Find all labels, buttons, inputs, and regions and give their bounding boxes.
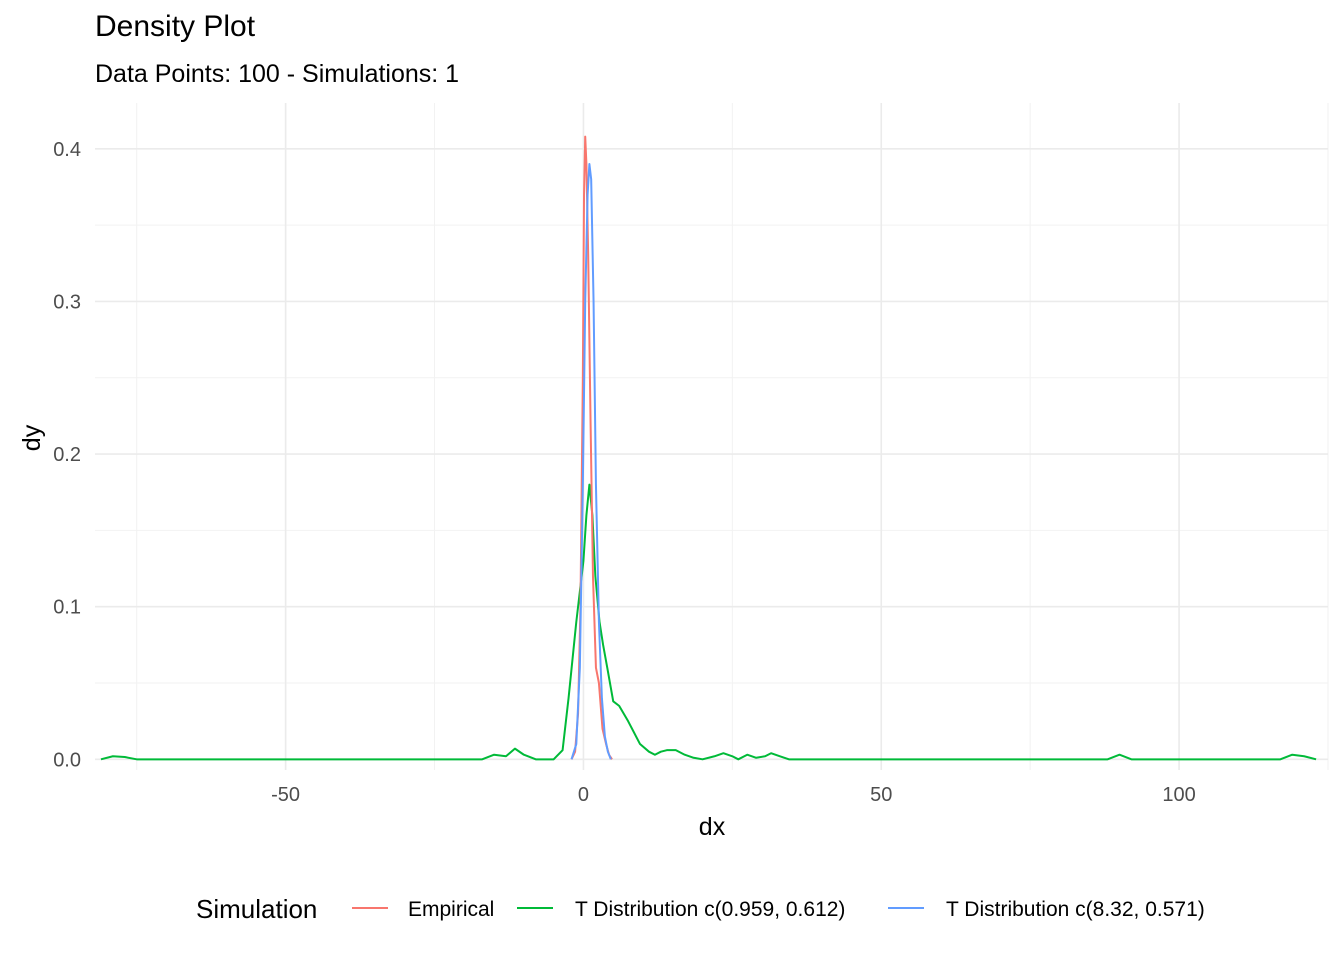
chart-subtitle: Data Points: 100 - Simulations: 1 [95,60,460,88]
legend-label: Empirical [408,898,494,921]
series-lines [100,135,1317,761]
y-tick-label: 0.3 [53,291,81,313]
legend: Simulation Empirical T Distribution c(0.9… [196,894,1205,924]
legend-label: T Distribution c(8.32, 0.571) [946,898,1205,921]
y-tick-label: 0.2 [53,444,81,466]
x-tick-label: 0 [578,784,589,806]
y-tick-label: 0.4 [53,139,81,161]
y-axis-ticks: 0.0 0.1 0.2 0.3 0.4 [53,139,81,772]
legend-title: Simulation [196,894,317,924]
series-line-3 [570,163,612,760]
x-tick-label: -50 [271,784,300,806]
chart-title: Density Plot [95,10,256,43]
y-tick-label: 0.0 [53,749,81,771]
legend-label: T Distribution c(0.959, 0.612) [575,898,845,921]
x-tick-label: 50 [870,784,892,806]
x-axis-title: dx [699,813,726,841]
series-line-2 [100,483,1317,761]
y-tick-label: 0.1 [53,597,81,619]
y-axis-title: dy [18,424,46,451]
x-axis-ticks: -50 0 50 100 [271,784,1196,806]
x-tick-label: 100 [1162,784,1195,806]
minor-gridlines [95,103,1329,770]
major-gridlines [95,103,1328,770]
